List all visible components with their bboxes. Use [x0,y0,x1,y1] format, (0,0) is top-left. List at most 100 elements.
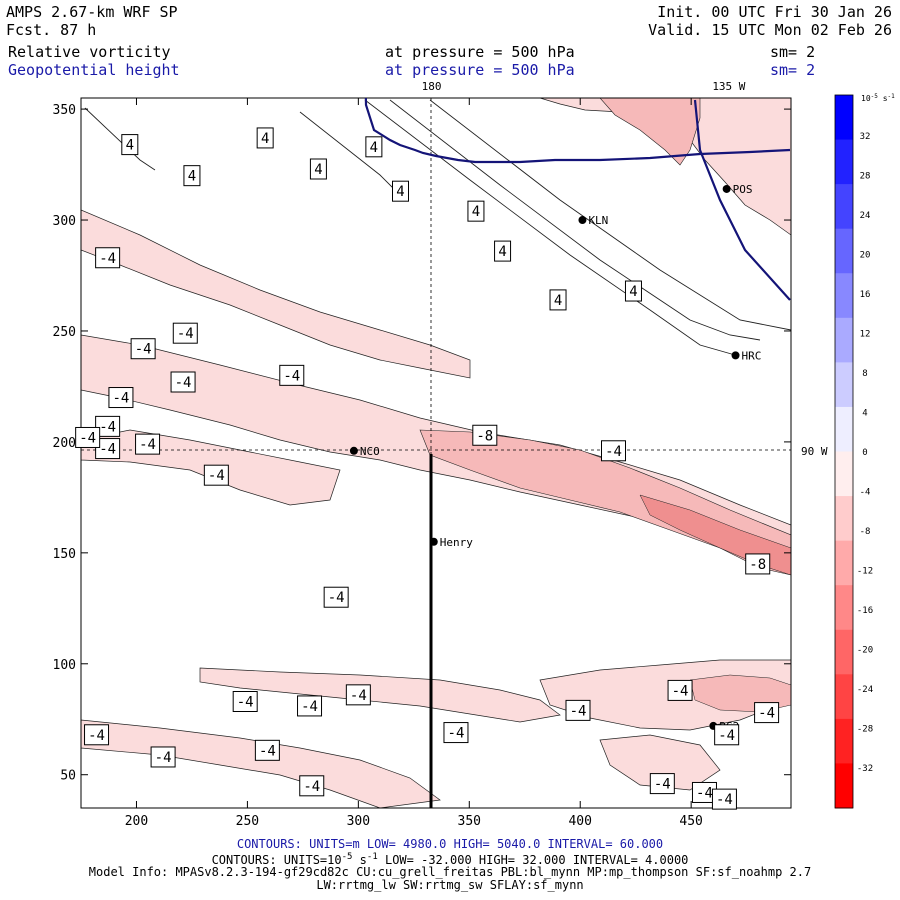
contour-label-box [754,702,780,724]
contour-label: -4 [283,368,300,384]
colorbar-cell [835,406,853,452]
colorbar-tick-label: 16 [860,290,871,300]
colorbar-tick-label: -32 [857,764,873,774]
contour-label-box [714,724,740,746]
field1-smoothing: sm= 2 [770,43,816,61]
y-tick-label: 200 [53,436,76,451]
y-tick-label: 50 [60,769,76,784]
contour-label-box [172,322,198,344]
contour-label: 4 [126,138,134,154]
contour-label-box [309,158,327,180]
contour-label-box [624,280,642,302]
colorbar-unit-part: -1 [888,93,896,100]
contour-label: 4 [261,131,269,147]
colorbar-cell [835,317,853,363]
x-tick-label: 300 [347,814,370,829]
colorbar-cell [835,95,853,141]
contour-positive-1 [84,107,156,171]
colorbar-tick-label: 28 [860,172,871,182]
colorbar-tick-label: 20 [860,251,871,261]
contour-label: 4 [370,140,378,156]
footer-contours-height: CONTOURS: UNITS=m LOW= 4980.0 HIGH= 5040… [236,837,664,851]
colorbar-tick-label: 0 [862,448,867,458]
colorbar-tick-label: -8 [860,527,871,537]
contour-label: 4 [188,169,196,185]
contour-label: -8 [749,557,766,573]
contour-label-box [95,247,121,269]
station-label: POS [733,183,753,196]
contour-label: -4 [155,750,172,766]
contour-positive-3 [364,99,736,356]
colorbar-tick-label: -16 [857,606,873,616]
station-label: KLN [588,214,608,227]
vorticity-band-upper [81,209,471,379]
colorbar-tick-label: -20 [857,646,873,656]
contour-label: -4 [113,391,130,407]
meridian-label: 135 W [712,80,745,93]
forecast-hour: Fcst. 87 h [6,21,97,39]
colorbar-tick-label: -24 [857,685,873,695]
contour-label-box [95,415,121,437]
colorbar-tick-label: 32 [860,132,871,142]
contour-label: -4 [672,683,689,699]
init-time: Init. 00 UTC Fri 30 Jan 26 [657,3,892,21]
y-tick-label: 350 [53,103,76,118]
colorbar-tick-label: -4 [860,488,871,498]
station-label: Henry [440,536,473,549]
contour-label-box [467,200,485,222]
footer-line2-mid: s [352,853,367,867]
contour-label: -4 [350,688,367,704]
contour-positive-5 [429,99,791,331]
contour-label-box [75,426,101,448]
geopotential-contour-upper [693,99,791,301]
colorbar-cell [835,273,853,319]
contour-label-box [745,553,771,575]
contour-label: -4 [696,785,713,801]
colorbar-frame [834,94,854,809]
contour-label-box [443,722,469,744]
geopotential-contour [364,98,791,164]
x-tick-label: 400 [568,814,591,829]
contour-label: -4 [99,442,116,458]
y-tick-label: 100 [53,658,76,673]
y-tick-label: 150 [53,547,76,562]
contour-label: -4 [259,743,276,759]
station-marker [578,216,587,225]
colorbar-cell [835,718,853,764]
colorbar-cell [835,496,853,542]
colorbar-cell [835,451,853,497]
footer-contours-vorticity: CONTOURS: UNITS=10-5 s-1 LOW= -32.000 HI… [0,851,900,867]
colorbar-cell [835,184,853,230]
contour-label: -4 [99,251,116,267]
colorbar-unit-part: 10 [861,94,871,103]
contour-label-box [95,438,121,460]
contour-label-box [667,679,693,701]
station-marker [349,446,358,455]
colorbar-tick-label: 12 [860,330,871,340]
footer-model-info: Model Info: MPASv8.2.3-194-gf29cd82c CU:… [88,865,812,879]
colorbar-cell [835,139,853,185]
colorbar-cell [835,540,853,586]
footer-line2-post: LOW= -32.000 HIGH= 32.000 INTERVAL= 4.00… [377,853,689,867]
contour-label: 4 [472,204,480,220]
contour-label-box [170,371,196,393]
contour-label: -4 [139,437,156,453]
contour-label: -4 [79,430,96,446]
contour-label-box [711,788,737,810]
colorbar-tick-label: -12 [857,567,873,577]
colorbar-cell [835,629,853,675]
colorbar-tick-label: -28 [857,725,873,735]
contour-label: -4 [328,590,345,606]
x-tick-label: 350 [458,814,481,829]
map-grid-labels: 180 135 W 90 W [422,80,828,458]
contour-label: -4 [237,695,254,711]
contour-label-box [254,739,280,761]
field2-name: Geopotential height [8,61,180,79]
x-tick-label: 250 [236,814,259,829]
contour-label-box [130,338,156,360]
station-marker [429,537,438,546]
contour-positive-4 [389,99,761,341]
contour-label: 4 [498,244,506,260]
contour-label-box [256,127,274,149]
contour-label-box [150,746,176,768]
